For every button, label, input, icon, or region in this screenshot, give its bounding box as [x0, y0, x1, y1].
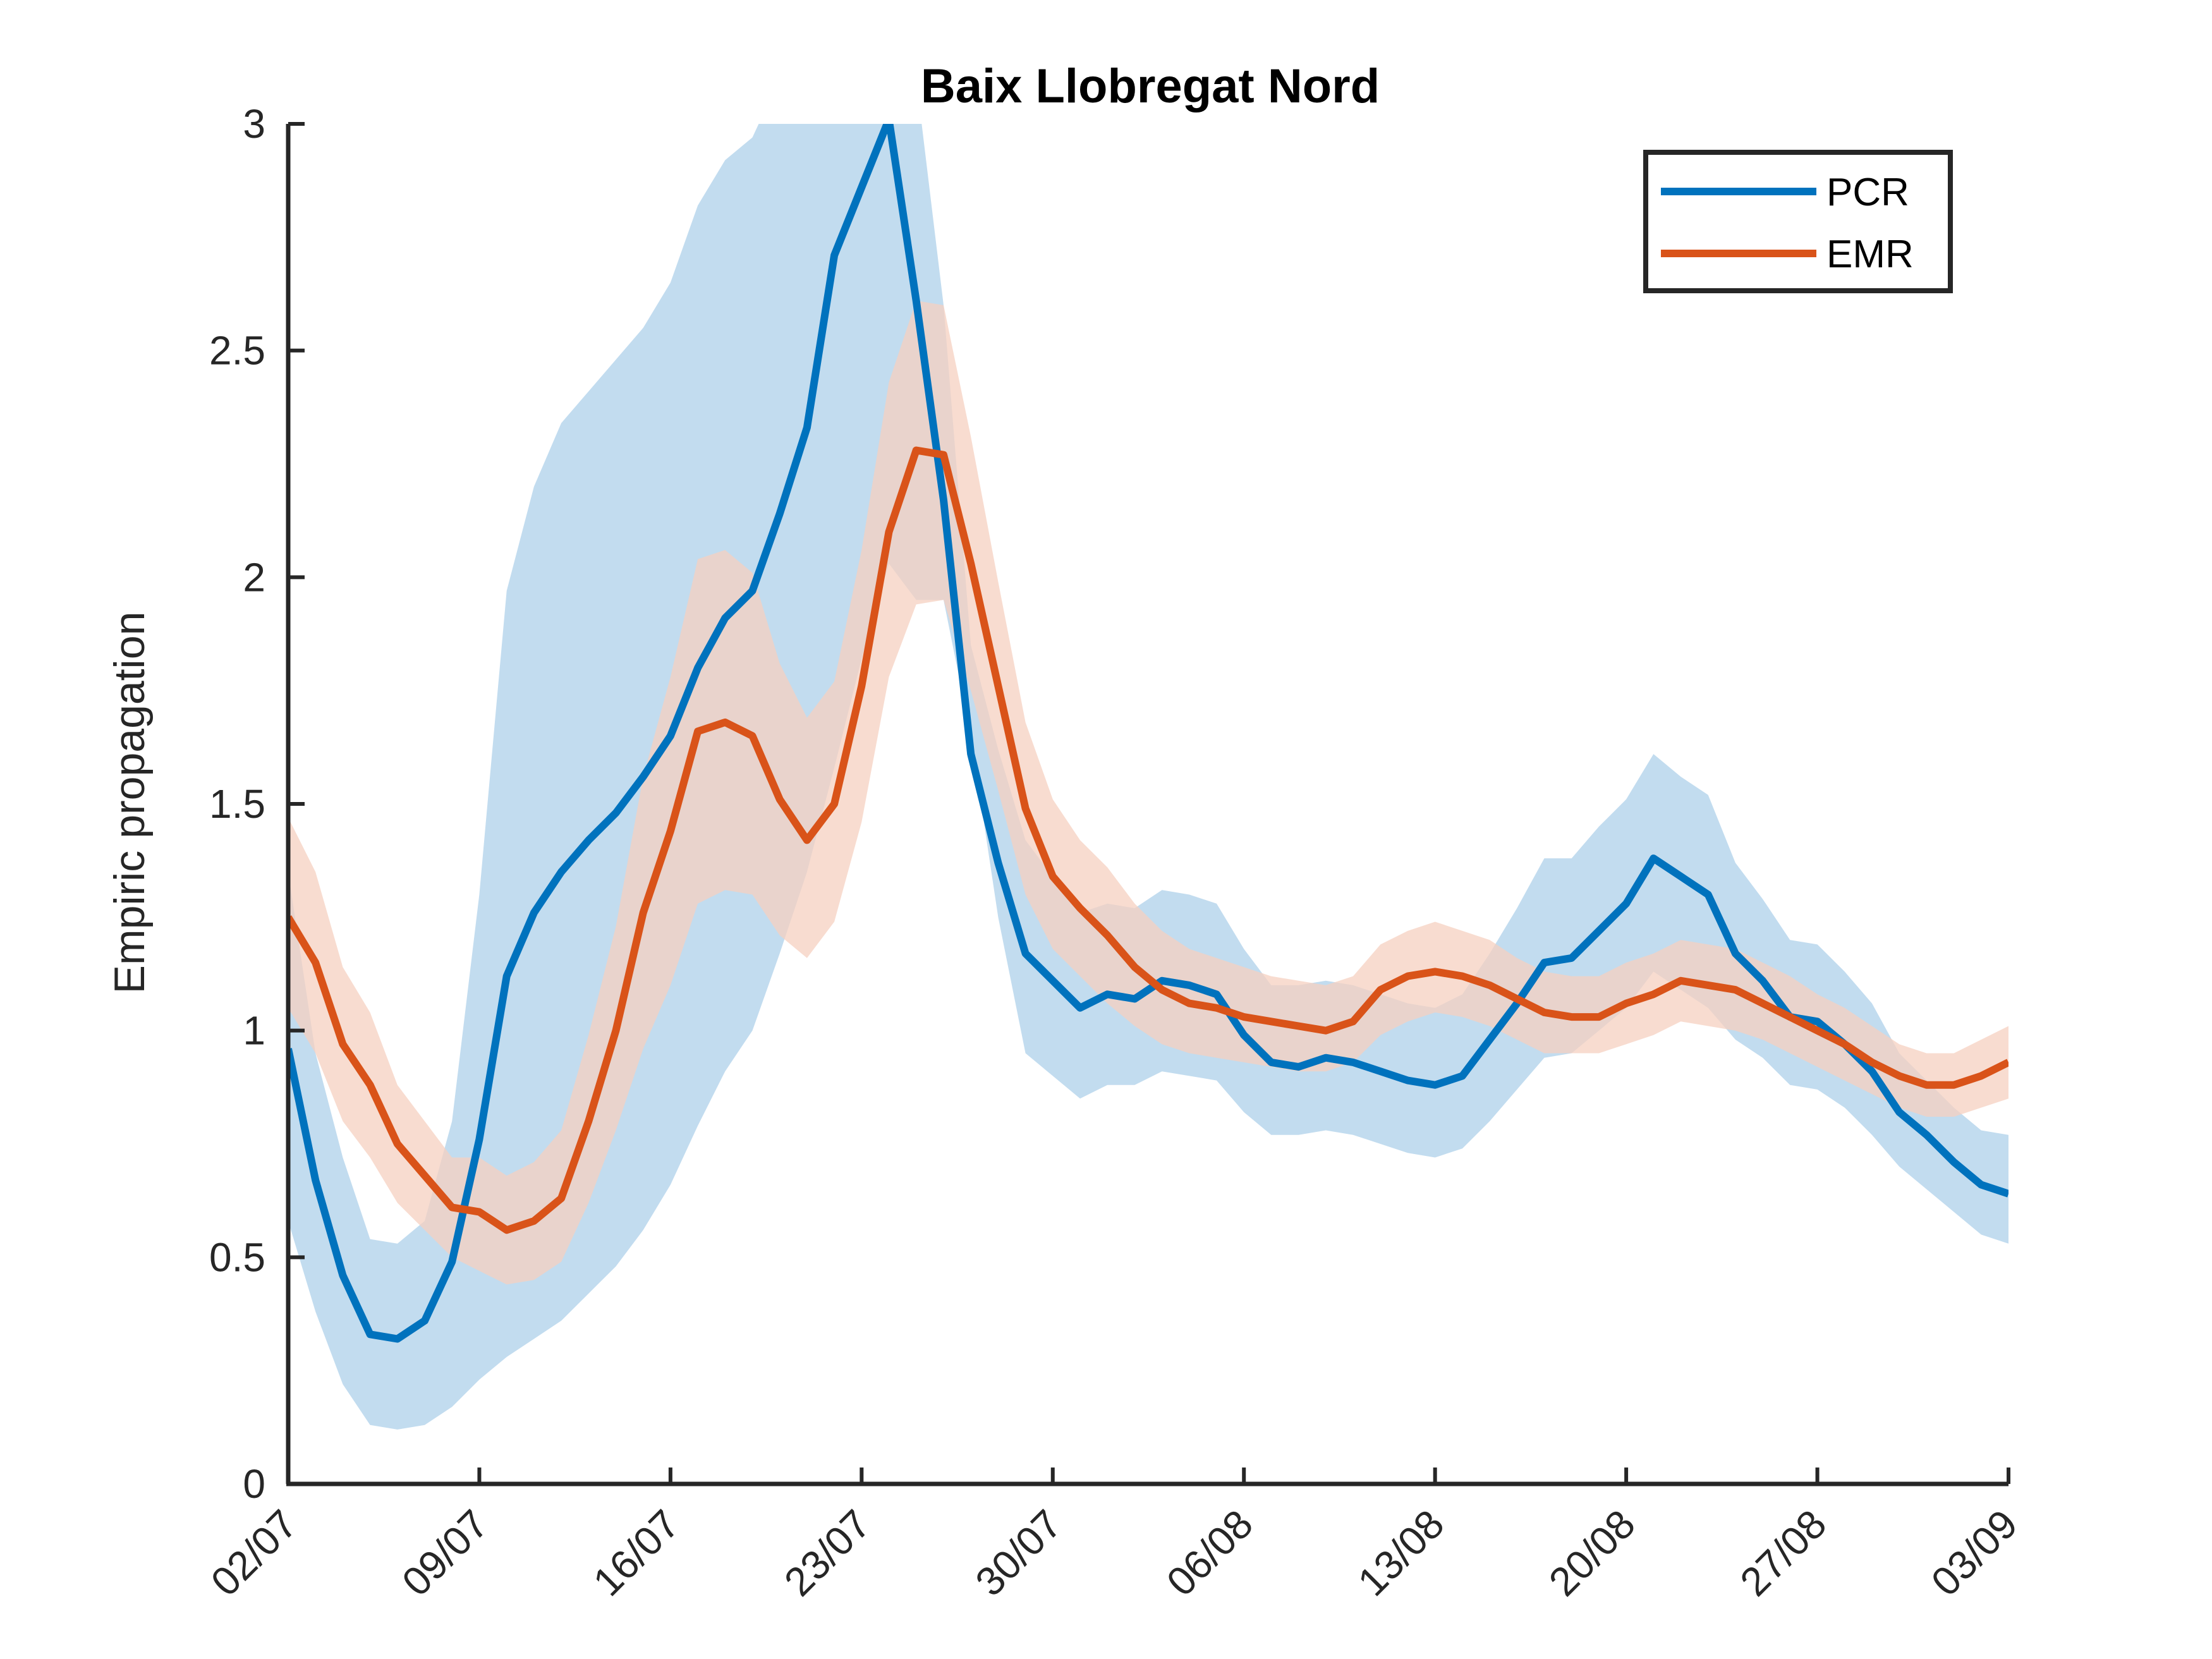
y-tick-label: 0.5 — [209, 1234, 265, 1280]
series-line-pcr — [288, 124, 2008, 1343]
legend: PCR EMR — [1643, 150, 1953, 293]
y-tick-label: 3 — [243, 101, 265, 147]
y-axis-label: Empiric propagation — [106, 612, 154, 994]
series-lines — [288, 124, 2008, 1343]
y-tick-label: 2.5 — [209, 328, 265, 374]
confidence-bands — [288, 124, 2008, 1430]
band-pcr — [288, 124, 2008, 1430]
series-line-emr — [288, 446, 2008, 1234]
chart-title: Baix Llobregat Nord — [921, 59, 1380, 113]
legend-label-pcr: PCR — [1826, 171, 1909, 214]
y-tick-label: 1 — [243, 1008, 265, 1054]
y-tick-label: 2 — [243, 554, 265, 600]
legend-label-emr: EMR — [1826, 233, 1914, 276]
band-emr — [288, 300, 2008, 1285]
legend-box — [1643, 150, 1953, 293]
y-tick-label: 0 — [243, 1461, 265, 1507]
y-tick-label: 1.5 — [209, 781, 265, 827]
